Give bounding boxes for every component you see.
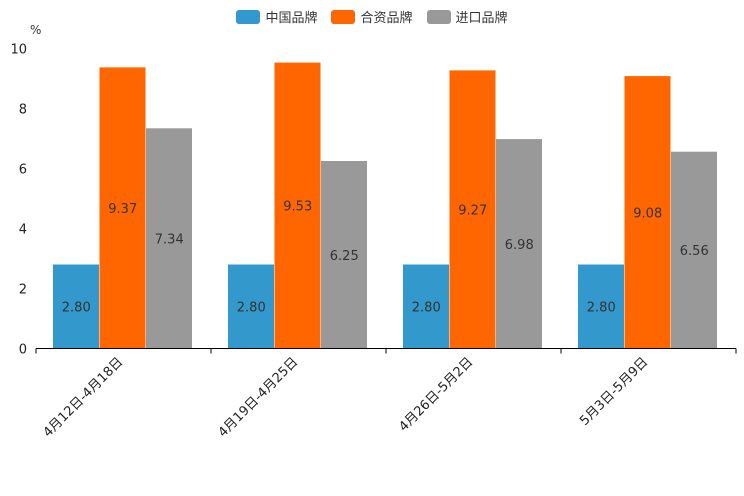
x-tick-label: 4月26日-5月2日	[396, 355, 476, 435]
legend-swatch-jv-brand	[331, 9, 356, 24]
bar-1-1[interactable]	[274, 62, 321, 349]
legend-swatch-china-brand	[236, 9, 261, 24]
data-label: 9.37	[108, 202, 137, 217]
bar-2-1[interactable]	[449, 70, 496, 349]
x-axis: 4月12日-4月18日 4月19日-4月25日 4月26日-5月2日 5月3日-5月9…	[35, 348, 737, 441]
legend-label-import-brand: 进口品牌	[455, 11, 508, 26]
legend-label-jv-brand: 合资品牌	[360, 11, 413, 26]
chart-legend: 中国品牌 合资品牌 进口品牌	[0, 7, 744, 26]
legend-label-china-brand: 中国品牌	[265, 11, 318, 26]
y-axis: 0 2 4 6 8 10	[10, 43, 27, 358]
bar-2-2[interactable]	[496, 139, 542, 349]
y-tick-label: 4	[19, 223, 27, 238]
data-label: 9.27	[458, 203, 487, 218]
data-label: 9.08	[633, 206, 662, 221]
bar-group: 2.80 9.37 7.34 2.80 9.53 6.25 2.80 9.27 6.98 2.80…	[53, 62, 717, 349]
x-tick-label: 5月3日-5月9日	[577, 355, 651, 429]
y-axis-unit-label: %	[30, 23, 41, 37]
y-tick-label: 6	[19, 163, 27, 178]
data-label: 2.80	[587, 301, 616, 316]
y-tick-label: 10	[10, 43, 27, 58]
data-label: 2.80	[412, 301, 441, 316]
bar-2-0[interactable]	[403, 264, 449, 349]
bar-0-2[interactable]	[146, 128, 192, 349]
data-label: 6.98	[505, 238, 534, 253]
legend-item-import-brand[interactable]: 进口品牌	[426, 7, 508, 26]
bar-1-2[interactable]	[321, 161, 367, 349]
data-label: 9.53	[283, 200, 312, 215]
legend-item-jv-brand[interactable]: 合资品牌	[331, 7, 413, 26]
x-tick-label: 4月19日-4月25日	[216, 355, 302, 441]
data-label: 6.56	[680, 244, 709, 259]
bar-3-0[interactable]	[578, 264, 624, 349]
data-label: 6.25	[330, 249, 359, 264]
legend-swatch-import-brand	[426, 9, 451, 24]
bar-3-1[interactable]	[624, 76, 671, 349]
data-label: 7.34	[155, 232, 184, 247]
y-tick-label: 0	[19, 343, 27, 358]
bar-1-0[interactable]	[228, 264, 274, 349]
legend-item-china-brand[interactable]: 中国品牌	[236, 7, 317, 26]
x-tick-label: 4月12日-4月18日	[41, 355, 127, 441]
data-label: 2.80	[62, 301, 91, 316]
y-tick-label: 2	[19, 283, 27, 298]
bar-0-1[interactable]	[99, 67, 146, 349]
bar-3-2[interactable]	[671, 151, 717, 349]
bar-0-0[interactable]	[53, 264, 99, 349]
data-label: 2.80	[237, 301, 266, 316]
y-tick-label: 8	[19, 103, 27, 118]
